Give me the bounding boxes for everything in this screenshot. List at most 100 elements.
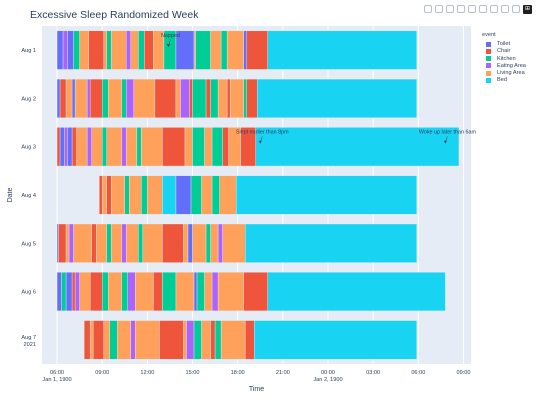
bar-segment xyxy=(211,272,219,312)
bar-segment xyxy=(183,223,189,263)
bar-segment xyxy=(192,223,207,263)
bar-segment xyxy=(133,78,156,118)
bar-segment xyxy=(193,30,196,70)
legend-item[interactable]: Kitchen xyxy=(486,56,526,62)
bar-segment xyxy=(154,78,177,118)
bar-segment xyxy=(88,30,104,70)
bar-segment xyxy=(136,127,142,167)
bar-segment xyxy=(162,272,177,312)
annotation-arrowhead xyxy=(166,44,170,48)
bar-segment xyxy=(91,127,103,167)
bar-segment xyxy=(67,30,74,70)
legend-item[interactable]: Living Area xyxy=(486,70,526,76)
plotly-logo-icon[interactable]: ⊞ xyxy=(523,5,532,14)
bar-segment xyxy=(106,127,122,167)
x-tick-label: 09:00 xyxy=(95,370,109,376)
bar-segment xyxy=(222,127,229,167)
bar-segment xyxy=(89,272,103,312)
lasso-icon[interactable] xyxy=(468,5,476,13)
bar-segment xyxy=(111,223,122,263)
bar-segment xyxy=(245,223,418,263)
legend-label: Toilet xyxy=(497,41,511,47)
bar-segment xyxy=(71,272,76,312)
bar-segment xyxy=(186,320,195,360)
legend-item[interactable]: Chair xyxy=(486,48,526,54)
bar-segment xyxy=(102,272,109,312)
x-tick-sublabel: Jan 1, 1900 xyxy=(42,377,71,383)
bar-segment xyxy=(121,223,127,263)
legend-swatch xyxy=(486,63,491,69)
bar-segment xyxy=(243,272,268,312)
legend-title: event xyxy=(482,32,496,38)
bar-segment xyxy=(129,175,142,215)
annotation-arrowhead xyxy=(258,140,262,144)
bar-segment xyxy=(246,78,258,118)
bar-segment xyxy=(126,223,139,263)
bar-segment xyxy=(257,78,418,118)
bar-segment xyxy=(103,30,107,70)
annotation-text: Woke up later than 6am xyxy=(419,129,477,135)
bar-segment xyxy=(86,127,92,167)
x-tick-label: 18:00 xyxy=(231,370,245,376)
bar-segment xyxy=(243,78,247,118)
legend-item[interactable]: Eating Area xyxy=(486,63,526,69)
bar-segment xyxy=(195,30,211,70)
x-tick-label: 21:00 xyxy=(276,370,290,376)
bar-segment xyxy=(220,30,228,70)
bar-segment xyxy=(214,320,222,360)
zoom-out-icon[interactable] xyxy=(490,5,498,13)
x-tick-label: 06:00 xyxy=(411,370,425,376)
bar-segment xyxy=(126,78,135,118)
legend-swatch xyxy=(486,48,491,54)
reset-axes-icon[interactable] xyxy=(512,5,520,13)
legend: event Toilet Chair Kitchen Eating Area Livin… xyxy=(482,32,526,85)
modebar: ⊞ xyxy=(424,5,532,14)
bar-segment xyxy=(153,272,163,312)
zoom-icon[interactable] xyxy=(435,5,443,13)
legend-label: Kitchen xyxy=(497,55,516,62)
bar-segment xyxy=(89,78,103,118)
bar-segment xyxy=(121,272,128,312)
annotation-text: Slept earlier than 8pm xyxy=(236,129,289,135)
bar-segment xyxy=(59,78,67,118)
bar-segment xyxy=(106,175,112,215)
x-tick-sublabel: Jan 2, 1900 xyxy=(313,377,342,383)
bar-segment xyxy=(73,30,80,70)
annotation-text: Napped xyxy=(161,33,180,39)
camera-icon[interactable] xyxy=(424,5,432,13)
bar-segment xyxy=(56,223,59,263)
bar-segment xyxy=(62,30,68,70)
box-select-icon[interactable] xyxy=(457,5,465,13)
bar-segment xyxy=(109,320,118,360)
bar-segment xyxy=(135,272,154,312)
legend-item[interactable]: Toilet xyxy=(486,41,526,47)
bar-segment xyxy=(255,127,460,167)
legend-swatch xyxy=(486,70,491,76)
y-tick-label: Aug 7 xyxy=(21,335,36,341)
y-tick-label: Aug 1 xyxy=(21,48,36,54)
bar-segment xyxy=(79,30,89,70)
pan-icon[interactable] xyxy=(446,5,454,13)
bar-segment xyxy=(67,127,73,167)
bar-segment xyxy=(193,272,198,312)
bar-segment xyxy=(175,175,192,215)
bar-segment xyxy=(102,175,107,215)
bar-segment xyxy=(68,223,74,263)
bar-segment xyxy=(106,223,112,263)
bar-segment xyxy=(162,127,186,167)
bar-segment xyxy=(74,78,88,118)
chart-title: Excessive Sleep Randomized Week xyxy=(30,9,199,21)
bar-segment xyxy=(267,272,446,312)
zoom-in-icon[interactable] xyxy=(479,5,487,13)
bar-segment xyxy=(184,127,193,167)
bar-segment xyxy=(61,272,67,312)
legend-item[interactable]: Bed xyxy=(486,77,526,83)
autoscale-icon[interactable] xyxy=(501,5,509,13)
bar-segment xyxy=(103,320,110,360)
x-axis-title: Time xyxy=(249,386,264,393)
bar-segment xyxy=(210,320,216,360)
bar-segment xyxy=(217,78,228,118)
bar-segment xyxy=(201,175,213,215)
bar-segment xyxy=(111,175,125,215)
